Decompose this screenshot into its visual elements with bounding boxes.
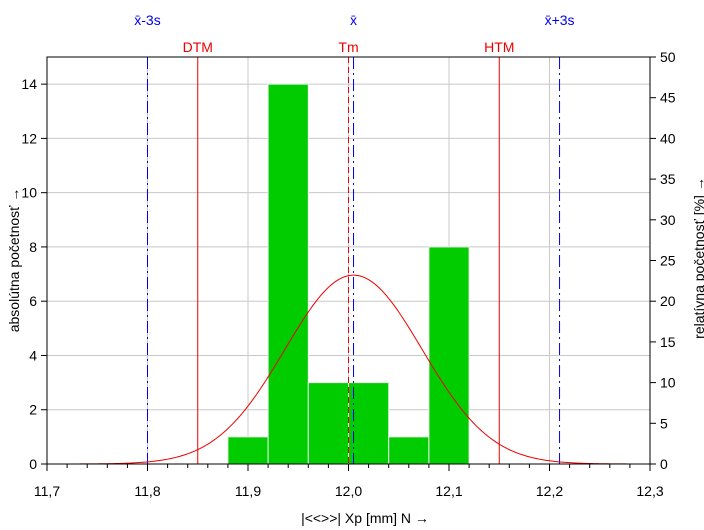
y-right-tick-label: 50 [660,49,676,65]
y-right-axis-ticks: 0 5 10 15 20 25 30 35 40 45 50 [650,49,676,472]
reference-lines [147,57,561,464]
x-tick-label: 12,1 [435,483,462,499]
reference-line-label: Tm [338,39,358,55]
histogram-bar [227,436,269,465]
histogram-bar [348,382,390,465]
y-right-axis-title: relatívna početnosť [%] → [691,177,704,339]
y-right-tick-label: 15 [660,334,676,350]
histogram-bar [307,382,349,465]
y-left-tick-label: 14 [21,76,37,92]
reference-line-labels: x̄-3s DTM x̄ Tm HTM x̄+3s [134,12,574,55]
x-tick-label: 11,8 [134,483,160,499]
y-left-tick-label: 12 [21,130,37,146]
y-left-axis-title: absolútna početnosť → [6,188,22,333]
reference-line-label: x̄-3s [134,12,160,28]
y-right-tick-label: 0 [660,456,668,472]
x-axis-title: |<<>>| Xp [mm] N → [301,510,429,526]
normal-curve [47,274,650,465]
x-tick-label: 11,9 [235,483,261,499]
histogram-bar [428,246,470,465]
reference-line-label: HTM [484,39,514,55]
y-right-tick-label: 5 [660,415,668,431]
histogram-bar [267,83,309,465]
x-tick-label: 12,3 [636,483,663,499]
y-right-tick-label: 35 [660,171,676,187]
y-right-tick-label: 30 [660,212,676,228]
y-right-tick-label: 25 [660,253,676,269]
x-tick-label: 12,2 [536,483,563,499]
y-left-tick-label: 8 [29,239,37,255]
y-right-tick-label: 10 [660,375,676,391]
x-tick-label: 12,0 [335,483,362,499]
y-right-tick-label: 40 [660,130,676,146]
y-left-tick-label: 2 [29,402,37,418]
y-right-tick-label: 20 [660,293,676,309]
y-left-tick-label: 6 [29,293,37,309]
histogram-bar [388,436,430,465]
reference-line-label: x̄ [350,12,357,28]
y-left-tick-label: 4 [29,347,37,363]
x-axis-ticks: 11,7 11,8 11,9 12,0 12,1 12,2 12,3 [34,464,664,499]
y-left-tick-label: 10 [21,185,37,201]
histogram-bars [227,83,470,465]
y-left-axis-ticks: 0 2 4 6 8 10 12 14 [21,76,47,472]
reference-line-label: x̄+3s [545,12,575,28]
y-right-tick-label: 45 [660,90,676,106]
x-tick-label: 11,7 [34,483,60,499]
reference-line-label: DTM [183,39,213,55]
y-left-tick-label: 0 [29,456,37,472]
